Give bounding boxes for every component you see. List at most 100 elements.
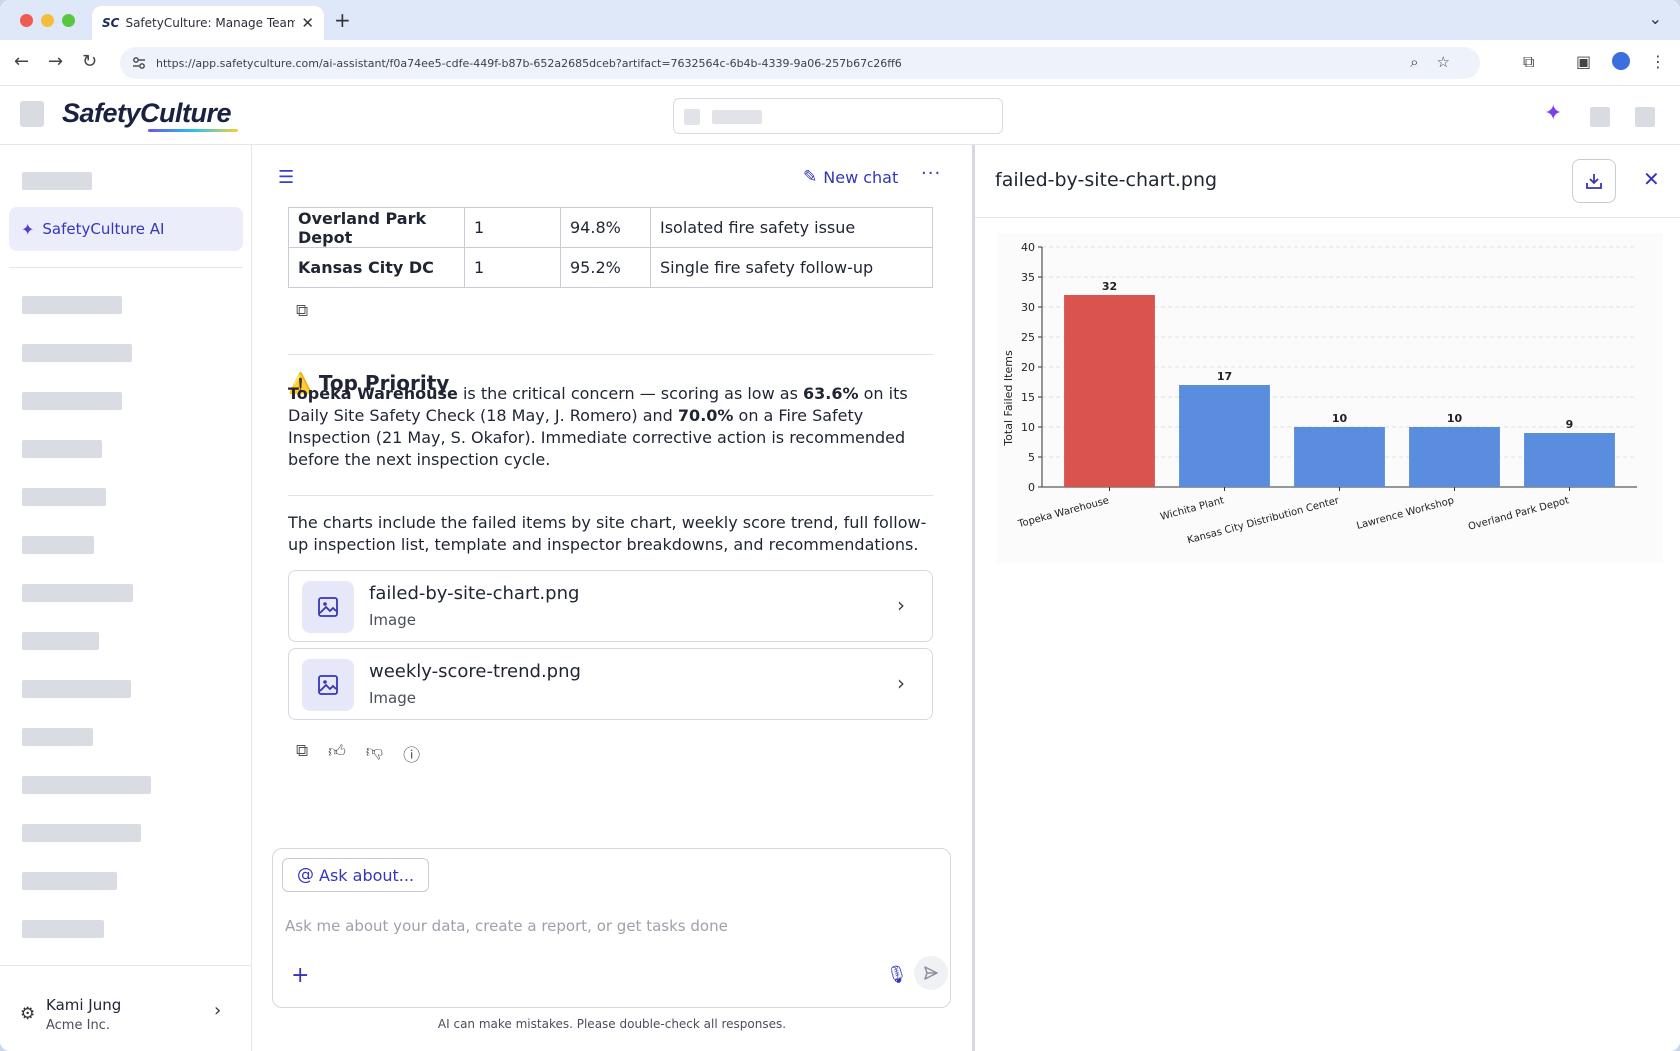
browser-tab[interactable]: SC SafetyCulture: Manage Teams and... ✕ xyxy=(92,6,324,40)
copy-icon[interactable]: ⧉ xyxy=(296,301,309,321)
profile-avatar[interactable] xyxy=(1612,52,1630,70)
browser-tab-bar: SC SafetyCulture: Manage Teams and... ✕ … xyxy=(0,0,1680,40)
y-tick-label: 35 xyxy=(1021,271,1035,284)
ai-sparkle-icon[interactable]: ✦ xyxy=(1544,101,1563,126)
thumbs-up-icon[interactable]: 👍︎ xyxy=(328,742,346,762)
sidebar-item-placeholder[interactable] xyxy=(22,536,94,554)
sidebar-item-placeholder[interactable] xyxy=(22,392,122,410)
add-attachment-icon[interactable]: + xyxy=(291,963,310,988)
side-panel-icon[interactable]: ▣ xyxy=(1576,52,1592,71)
browser-menu-icon[interactable]: ⋮ xyxy=(1650,52,1666,71)
url-actions: ⌕☆ xyxy=(1410,53,1468,71)
artifact-name: failed-by-site-chart.png xyxy=(369,583,580,604)
header-action-placeholder[interactable] xyxy=(1590,107,1610,127)
sidebar-item-placeholder[interactable] xyxy=(22,296,122,314)
site-settings-icon[interactable] xyxy=(132,56,146,70)
y-tick-label: 10 xyxy=(1021,421,1035,434)
sidebar-item-placeholder[interactable] xyxy=(22,872,117,890)
reload-icon[interactable]: ↻ xyxy=(82,51,98,72)
warning-icon: ⚠️ xyxy=(288,371,313,395)
menu-icon[interactable]: ☰ xyxy=(278,167,295,188)
app-logo[interactable]: SafetyCulture xyxy=(62,98,232,128)
bar xyxy=(1524,433,1615,487)
back-icon[interactable]: ← xyxy=(14,51,30,72)
extensions-icon[interactable]: ⧉ xyxy=(1523,52,1535,71)
sidebar-item-placeholder[interactable] xyxy=(22,584,133,602)
thumbs-down-icon[interactable]: 👎︎ xyxy=(365,742,384,762)
table-cell-score: 95.2% xyxy=(560,247,651,288)
chat-area: ☰ ✎ New chat ··· Overland Park Depot 1 9… xyxy=(253,145,971,1051)
divider xyxy=(288,354,933,355)
minimize-window-button[interactable] xyxy=(41,14,54,27)
microphone-icon[interactable]: 🎙︎ xyxy=(886,965,908,985)
priority-text: on a Fire Safety Inspection (21 May, S. … xyxy=(288,406,906,469)
message-composer: @ Ask about... + 🎙︎ xyxy=(272,848,951,1008)
priority-paragraph: Topeka Warehouse is the critical concern… xyxy=(288,383,933,471)
disclaimer: AI can make mistakes. Please double-chec… xyxy=(437,1017,787,1031)
send-icon xyxy=(924,966,938,980)
sidebar-item-placeholder[interactable] xyxy=(22,440,102,458)
table-cell-count: 1 xyxy=(464,247,561,288)
tab-search-icon[interactable]: ⌄ xyxy=(1648,9,1662,28)
bar xyxy=(1179,385,1270,487)
divider xyxy=(288,495,933,496)
data-label: 9 xyxy=(1566,418,1574,431)
download-button[interactable] xyxy=(1572,159,1616,203)
app-menu-placeholder[interactable] xyxy=(20,101,44,127)
new-tab-icon[interactable]: + xyxy=(334,8,351,32)
bookmark-star-icon[interactable]: ☆ xyxy=(1436,53,1468,71)
close-window-button[interactable] xyxy=(20,14,33,27)
help-icon[interactable]: ⓘ xyxy=(403,746,421,766)
sidebar-item-placeholder[interactable] xyxy=(22,488,106,506)
priority-heading-text: Top Priority xyxy=(318,371,450,395)
chart-image: 0 5 10 15 20 25 30 35 40 Topeka Warehouse Wichita … xyxy=(997,233,1663,563)
table-cell-site: Kansas City DC xyxy=(288,247,465,288)
send-button[interactable] xyxy=(914,956,948,990)
copy-icon[interactable]: ⧉ xyxy=(296,741,309,761)
global-search-placeholder[interactable] xyxy=(673,98,1003,134)
sidebar-item-placeholder[interactable] xyxy=(22,632,99,650)
ask-about-label: Ask about... xyxy=(319,865,415,885)
sidebar-item-safetyculture-ai[interactable]: ✦ SafetyCulture AI xyxy=(9,207,243,251)
gear-icon: ⚙ xyxy=(20,1004,36,1024)
close-tab-icon[interactable]: ✕ xyxy=(301,14,314,32)
data-label: 32 xyxy=(1102,280,1117,293)
sidebar-item-placeholder[interactable] xyxy=(22,776,151,794)
priority-score: 63.6% xyxy=(803,384,859,403)
artifact-card[interactable]: weekly-score-trend.png Image › xyxy=(288,648,933,720)
forward-icon[interactable]: → xyxy=(48,51,64,72)
sidebar-item-label: SafetyCulture AI xyxy=(42,220,165,238)
maximize-window-button[interactable] xyxy=(62,14,75,27)
sidebar-item-placeholder[interactable] xyxy=(22,680,131,698)
x-tick-label: Wichita Plant xyxy=(1159,495,1225,523)
ai-sparkle-icon: ✦ xyxy=(21,219,35,239)
ask-about-button[interactable]: @ Ask about... xyxy=(282,858,430,892)
bar xyxy=(1064,295,1155,487)
user-profile-menu[interactable]: ⚙ Kami Jung Acme Inc. › xyxy=(0,965,252,1051)
zoom-icon[interactable]: ⌕ xyxy=(1410,53,1437,71)
data-label: 10 xyxy=(1332,412,1348,425)
y-axis-label: Total Failed Items xyxy=(1002,350,1015,447)
new-chat-button[interactable]: ✎ New chat xyxy=(803,167,898,187)
close-icon[interactable]: ✕ xyxy=(1643,167,1660,191)
priority-site: Topeka Warehouse xyxy=(288,384,458,403)
header-action-placeholder[interactable] xyxy=(1635,107,1655,127)
sidebar-item-placeholder[interactable] xyxy=(22,344,132,362)
artifact-name: weekly-score-trend.png xyxy=(369,661,581,682)
address-bar[interactable]: https://app.safetyculture.com/ai-assista… xyxy=(120,47,1480,79)
sidebar-item-placeholder[interactable] xyxy=(22,824,141,842)
y-tick-label: 25 xyxy=(1021,331,1035,344)
artifact-card[interactable]: failed-by-site-chart.png Image › xyxy=(288,570,933,642)
priority-heading: ⚠️ Top Priority xyxy=(288,371,449,395)
table-cell-site: Overland Park Depot xyxy=(288,207,465,248)
message-input[interactable] xyxy=(285,917,925,935)
more-options-icon[interactable]: ··· xyxy=(921,163,942,184)
favicon-icon: SC xyxy=(102,16,120,30)
sidebar-item-placeholder[interactable] xyxy=(22,728,93,746)
x-tick-label: Topeka Warehouse xyxy=(1016,495,1110,530)
table-row: Kansas City DC 1 95.2% Single fire safet… xyxy=(288,247,933,288)
sidebar-divider xyxy=(9,267,243,268)
chat-toolbar: ☰ ✎ New chat ··· xyxy=(253,145,971,207)
sidebar-item-placeholder[interactable] xyxy=(22,920,104,938)
failed-by-site-chart: 0 5 10 15 20 25 30 35 40 Topeka Warehouse Wichita … xyxy=(1002,241,1637,546)
